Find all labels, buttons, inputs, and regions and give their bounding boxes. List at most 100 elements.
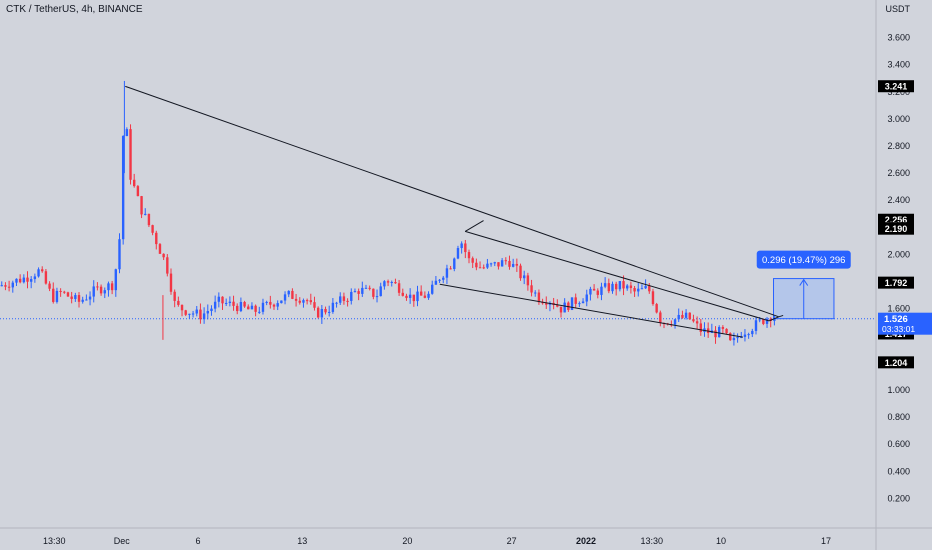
candle-up <box>350 291 353 301</box>
candle-down <box>515 263 519 266</box>
price-tag: 1.204 <box>885 358 908 368</box>
candle-up <box>261 302 265 312</box>
candle-down <box>346 300 349 302</box>
measure-arrowhead <box>799 278 809 286</box>
candle-up <box>434 280 438 285</box>
y-tick-label: 2.000 <box>887 249 910 259</box>
candle-up <box>732 338 736 341</box>
candle-up <box>188 313 191 315</box>
candle-up <box>121 136 125 240</box>
candle-up <box>581 301 585 304</box>
candle-down <box>386 281 390 283</box>
candle-down <box>464 243 467 253</box>
candle-up <box>500 260 504 267</box>
candle-up <box>239 301 243 312</box>
candle-down <box>545 303 548 305</box>
y-tick-label: 1.600 <box>887 304 910 314</box>
candle-down <box>419 291 423 296</box>
candle-up <box>210 308 213 312</box>
candle-up <box>442 277 445 280</box>
candle-down <box>357 291 360 294</box>
candle-up <box>22 277 26 283</box>
candle-down <box>368 287 371 289</box>
measure-tool: 0.296 (19.47%) 296 <box>0 250 876 320</box>
trendline-channel-bottom <box>439 283 743 338</box>
x-tick-label: 20 <box>402 536 412 546</box>
candle-up <box>118 239 121 270</box>
candle-up <box>114 269 118 291</box>
x-tick-label: Dec <box>114 536 131 546</box>
measure-label: 0.296 (19.47%) 296 <box>762 255 845 266</box>
x-tick-label: 13 <box>297 536 307 546</box>
candle-down <box>423 295 427 298</box>
candle-up <box>224 302 228 304</box>
candle-down <box>136 186 140 197</box>
candle-down <box>309 300 313 303</box>
candle-up <box>585 294 588 302</box>
x-tick-label: 13:30 <box>43 536 66 546</box>
candle-up <box>751 330 754 335</box>
candle-down <box>471 258 474 263</box>
y-tick-label: 0.800 <box>887 412 910 422</box>
candle-down <box>556 304 559 307</box>
candle-down <box>695 321 699 324</box>
candle-down <box>4 285 7 287</box>
chart-title: CTK / TetherUS, 4h, BINANCE <box>6 4 143 15</box>
candle-down <box>272 304 276 307</box>
candle-down <box>129 129 132 180</box>
candle-down <box>397 283 401 293</box>
candle-down <box>412 294 416 302</box>
candle-down <box>729 333 732 341</box>
candle-down <box>140 196 143 215</box>
candle-up <box>493 262 496 264</box>
candle-up <box>408 294 412 298</box>
trendline-channel-top <box>465 230 770 322</box>
candle-down <box>467 252 471 259</box>
candle-up <box>570 297 574 310</box>
candle-down <box>291 290 294 299</box>
candle-down <box>699 323 702 332</box>
candle-up <box>438 279 441 281</box>
candle-down <box>166 257 169 274</box>
candle-down <box>232 301 235 306</box>
candle-down <box>648 286 651 292</box>
candle-down <box>519 265 522 279</box>
price-tag-bg <box>878 80 914 93</box>
candle-down <box>692 319 695 322</box>
candle-up <box>339 296 342 303</box>
price-tag: 3.241 <box>885 82 908 92</box>
candle-up <box>589 288 592 295</box>
x-tick-label: 6 <box>195 536 200 546</box>
candle-down <box>342 296 346 301</box>
candle-down <box>77 295 81 302</box>
trendline-upper-resistance <box>125 85 779 318</box>
y-tick-label: 0.600 <box>887 439 910 449</box>
candle-down <box>721 327 725 329</box>
y-tick-label: 3.000 <box>887 114 910 124</box>
candle-down <box>7 286 11 288</box>
last-price-tag-bg <box>878 312 932 335</box>
candle-down <box>614 283 618 290</box>
candle-down <box>659 312 662 324</box>
candle-up <box>103 290 106 294</box>
candle-up <box>335 302 338 304</box>
candle-up <box>684 312 688 318</box>
candle-up <box>383 281 386 287</box>
candle-up <box>765 318 769 324</box>
candle-up <box>33 276 37 280</box>
candle-up <box>445 268 449 278</box>
candle-up <box>754 320 758 331</box>
candle-up <box>206 311 209 314</box>
candle-up <box>37 269 40 277</box>
candle-up <box>740 336 743 338</box>
candle-up <box>364 287 368 289</box>
candle-up <box>328 311 331 313</box>
candle-up <box>217 296 221 302</box>
candle-up <box>375 296 379 298</box>
candle-up <box>283 294 287 301</box>
candle-up <box>331 302 335 312</box>
candle-down <box>48 283 51 289</box>
candle-down <box>63 291 66 293</box>
